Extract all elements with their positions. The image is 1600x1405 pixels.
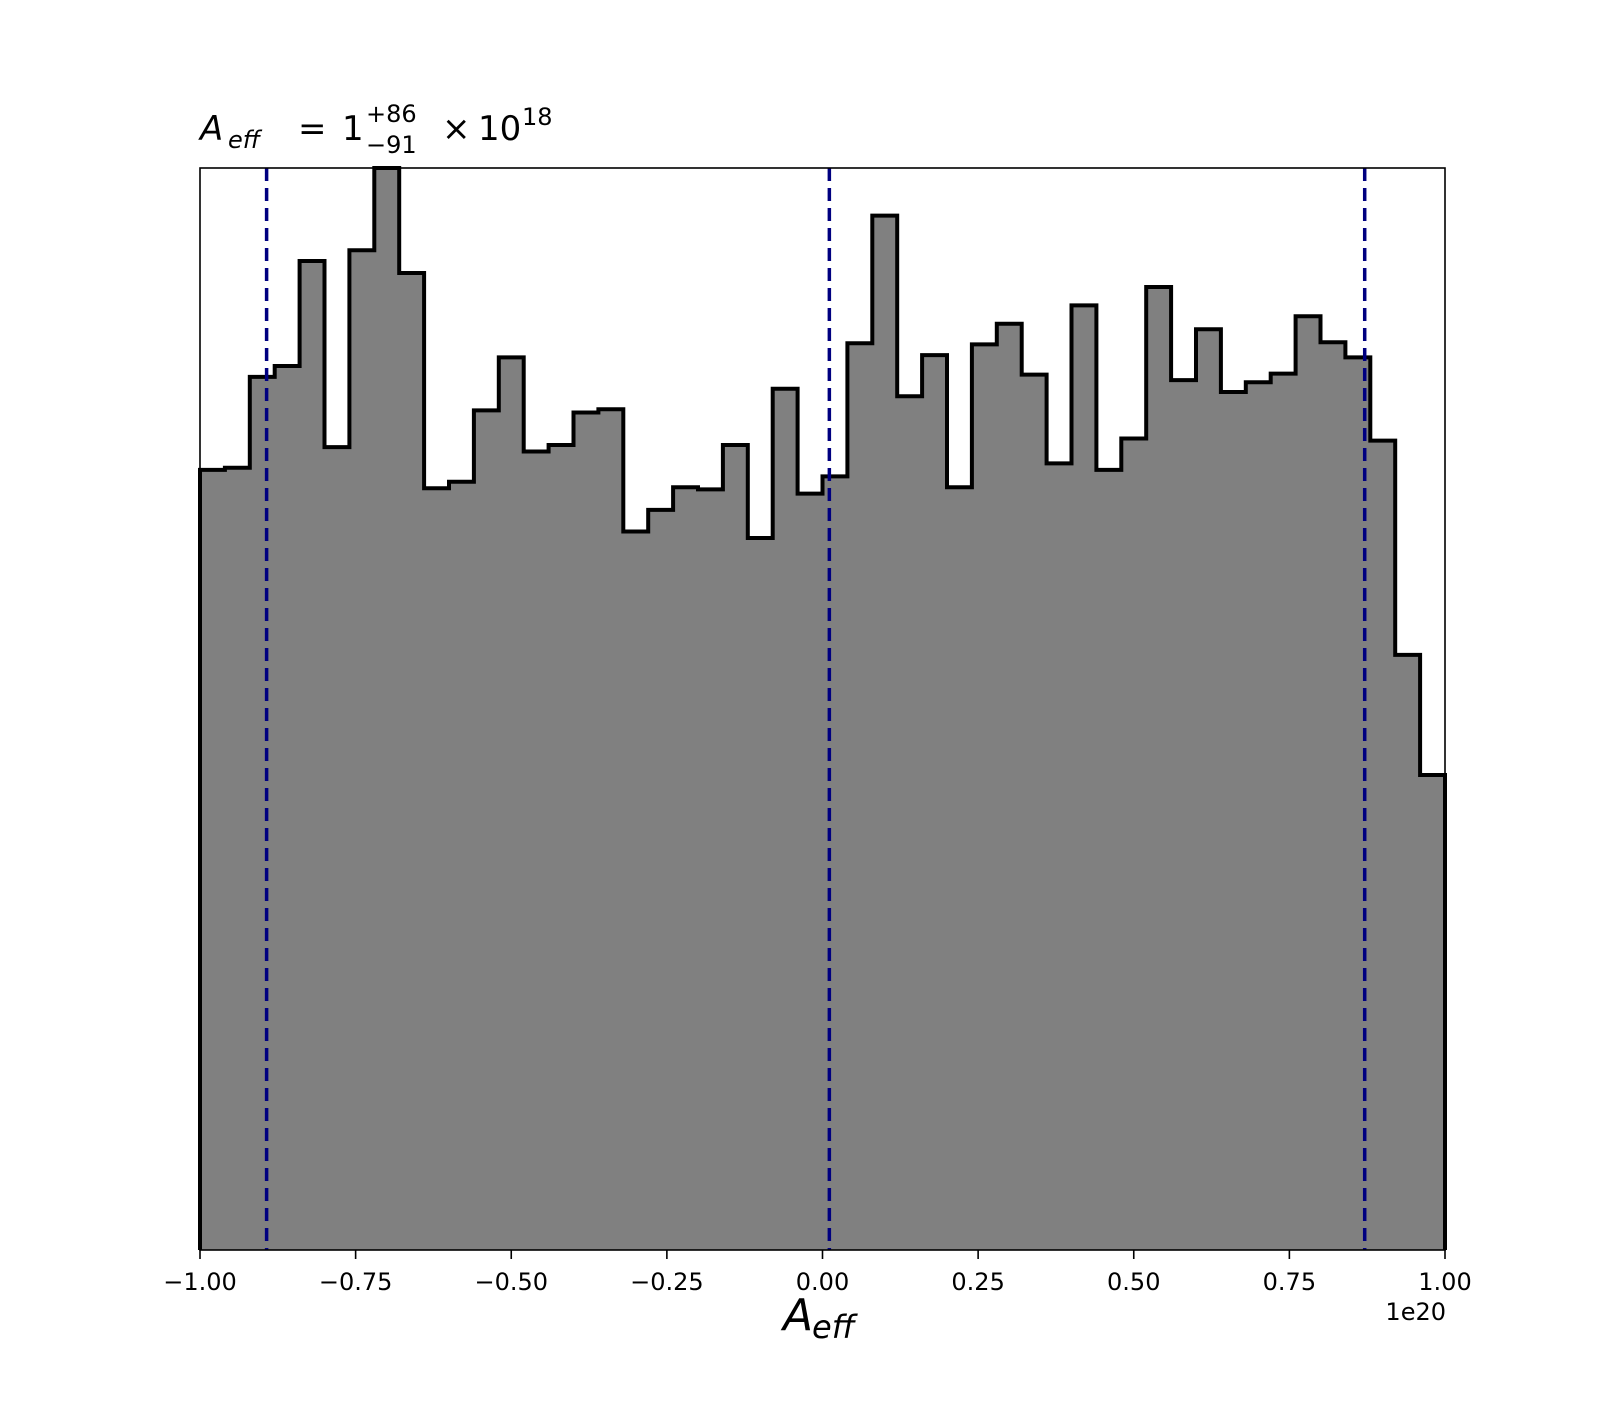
x-offset-label: 1e20 xyxy=(1385,1298,1446,1326)
title-equals: = xyxy=(298,109,327,149)
x-axis-label: A eff xyxy=(780,1290,859,1346)
histogram-bar xyxy=(722,444,749,1250)
title-power-base: 10 xyxy=(478,109,521,149)
x-tick-label: 0.50 xyxy=(1107,1268,1160,1296)
histogram-bar xyxy=(872,215,898,1250)
histogram-bar xyxy=(847,343,873,1250)
histogram-bar xyxy=(996,323,1023,1251)
histogram-bar xyxy=(399,272,425,1251)
histogram-bar xyxy=(1270,373,1297,1251)
histogram-bar xyxy=(648,509,674,1250)
chart-title: A eff = 1 +86 −91 × 10 18 xyxy=(198,100,553,159)
histogram-bar xyxy=(623,531,649,1250)
title-upper-error: +86 xyxy=(366,100,417,128)
histogram-bar xyxy=(1046,463,1073,1250)
histogram-bar xyxy=(523,451,550,1250)
histogram-bar xyxy=(274,366,301,1251)
histogram-bar xyxy=(797,493,824,1250)
histogram-bar xyxy=(200,469,226,1250)
histogram-bar xyxy=(374,168,400,1250)
x-tick-label: −0.50 xyxy=(474,1268,548,1296)
histogram-bar xyxy=(473,410,500,1250)
histogram-bar xyxy=(822,476,848,1250)
histogram-bar xyxy=(1420,775,1446,1250)
histogram-bar xyxy=(1121,438,1147,1250)
histogram-bar xyxy=(324,447,350,1250)
histogram-bar xyxy=(299,261,326,1250)
histogram-bar xyxy=(349,250,375,1250)
histogram-bar xyxy=(449,481,475,1250)
histogram-bar xyxy=(1171,380,1197,1250)
plot-area xyxy=(198,166,1447,1251)
histogram-bar xyxy=(424,488,450,1251)
histogram-step-outline xyxy=(198,166,1447,1250)
x-tick-label: 0.00 xyxy=(796,1268,849,1296)
x-tick-label: 0.75 xyxy=(1263,1268,1316,1296)
histogram-bar xyxy=(1220,391,1247,1250)
title-times: × xyxy=(442,109,471,149)
title-subscript: eff xyxy=(228,126,263,154)
histogram-bar xyxy=(249,376,276,1250)
histogram-bar xyxy=(1345,357,1371,1251)
histogram-bar xyxy=(698,489,724,1250)
histogram-bar xyxy=(573,412,599,1251)
histogram-bar xyxy=(1096,469,1122,1250)
histogram-bar xyxy=(1196,329,1222,1250)
title-lower-error: −91 xyxy=(366,131,417,159)
histogram-bar xyxy=(747,538,774,1250)
histogram-bar xyxy=(498,357,525,1251)
x-tick-label: −1.00 xyxy=(163,1268,237,1296)
histogram-bar xyxy=(971,344,998,1251)
title-symbol: A xyxy=(198,109,223,149)
xlabel-subscript: eff xyxy=(812,1308,859,1346)
histogram-bar xyxy=(897,396,923,1250)
xlabel-symbol: A xyxy=(780,1290,813,1341)
histogram-bar xyxy=(1021,374,1048,1250)
histogram-bar xyxy=(1370,440,1396,1250)
x-tick-label: 1.00 xyxy=(1418,1268,1471,1296)
x-axis-ticks: −1.00 −0.75 −0.50 −0.25 0.00 0.25 0.50 0.75 1.00 xyxy=(163,1250,1472,1296)
histogram-bar xyxy=(947,487,973,1250)
histogram-bar xyxy=(1071,305,1097,1250)
x-tick-label: 0.25 xyxy=(951,1268,1004,1296)
x-tick-label: −0.75 xyxy=(319,1268,393,1296)
histogram-bar xyxy=(1295,316,1322,1250)
histogram-bar xyxy=(673,487,699,1250)
histogram-bar xyxy=(1395,654,1421,1250)
histogram-bar xyxy=(772,388,799,1250)
histogram-bar xyxy=(1320,342,1346,1250)
quantile-lines xyxy=(264,168,1367,1250)
title-exponent: 18 xyxy=(522,103,553,131)
histogram-bar xyxy=(1245,382,1272,1251)
x-tick-label: −0.25 xyxy=(630,1268,704,1296)
histogram-bar xyxy=(224,467,251,1250)
histogram-bar xyxy=(548,444,575,1250)
histogram-bar xyxy=(598,409,624,1250)
histogram-bar xyxy=(1146,287,1172,1250)
title-base: 1 xyxy=(342,109,364,149)
histogram-bar xyxy=(922,355,948,1250)
